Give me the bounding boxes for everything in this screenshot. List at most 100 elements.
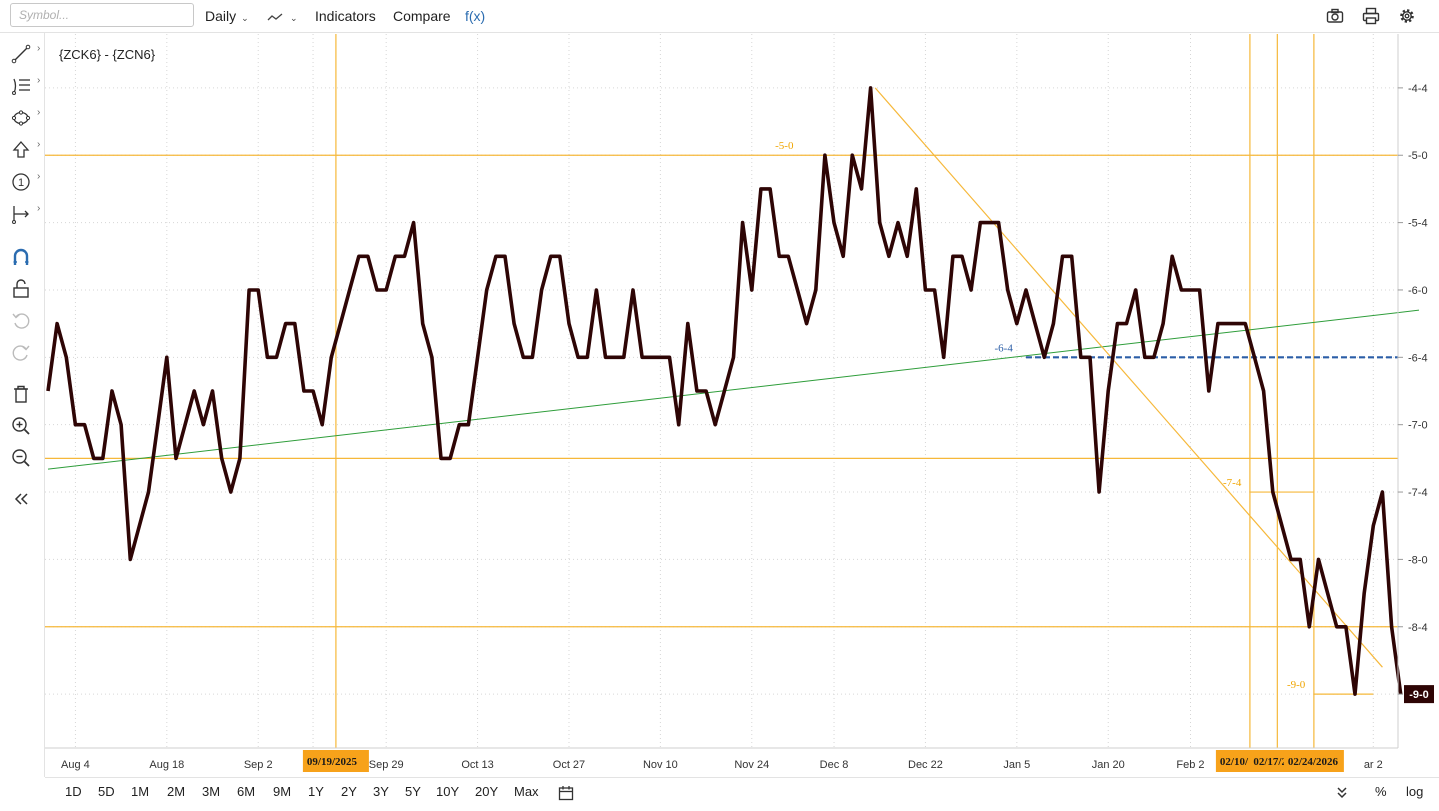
chart-grid [45,34,1398,748]
x-tick-label: Sep 29 [369,759,404,771]
fibonacci-icon [12,78,30,95]
lock-toggle[interactable] [8,276,38,300]
range-button-max[interactable]: Max [514,784,539,799]
range-button-5d[interactable]: 5D [98,784,115,799]
range-button-9m[interactable]: 9M [273,784,292,799]
zoom-out-icon [12,449,30,467]
x-tick-label: Oct 27 [553,759,585,771]
price-label: -9-0 [1287,679,1306,691]
x-tick-label: Dec 8 [820,759,849,771]
date-label: 02/24/2026 [1288,756,1339,768]
x-tick-label: Oct 13 [461,759,493,771]
shapes-icon [11,110,31,126]
bottom-range-bar: 1D 5D 1M 2M 3M 6M 9M 1Y 2Y 3Y 5Y 10Y 20Y Max % log [45,777,1439,811]
zoom-in-icon [12,417,30,435]
counter-icon: 1 [12,173,30,191]
indicators-button[interactable]: Indicators [315,8,376,24]
measure-tool[interactable]: › [8,201,41,225]
green-trendline [47,309,1420,470]
line-chart-icon [267,13,283,21]
svg-text:1: 1 [18,177,24,189]
x-tick-label: Aug 18 [149,759,184,771]
shapes-tool[interactable]: › [8,105,41,129]
date-label-badge [1249,750,1294,772]
expand-arrow-icon: › [37,43,41,54]
percent-scale-toggle[interactable]: % [1375,784,1387,799]
range-button-1d[interactable]: 1D [65,784,82,799]
y-tick-label: -5-0 [1408,150,1428,162]
delete-drawings-button[interactable] [8,381,38,405]
range-button-6m[interactable]: 6M [237,784,256,799]
x-tick-label: Sep [303,759,323,771]
redo-button[interactable] [8,340,38,364]
expand-arrow-icon: › [37,107,41,118]
orange-trendline [874,87,1383,668]
chart-drawings [45,34,1420,748]
range-button-20y[interactable]: 20Y [475,784,499,799]
log-scale-toggle[interactable]: log [1406,784,1424,799]
x-tick-label: Sep 2 [244,759,273,771]
fx-button[interactable]: f(x) [465,8,486,24]
spread-price-line [46,86,1403,696]
expand-arrow-icon: › [37,75,41,86]
range-button-5y[interactable]: 5Y [405,784,421,799]
chart-style-select[interactable]: ⌄ [267,0,298,32]
collapse-sidebar-button[interactable] [8,486,38,510]
y-tick-label: -5-4 [1408,218,1428,230]
range-button-2m[interactable]: 2M [167,784,186,799]
y-tick-label: -6-0 [1408,285,1428,297]
range-button-3y[interactable]: 3Y [373,784,389,799]
camera-icon[interactable] [1326,7,1344,25]
x-tick-label: Dec 22 [908,759,943,771]
y-tick-label: -7-4 [1408,487,1428,499]
chart-title: {ZCK6} - {ZCN6} [59,47,156,62]
undo-button[interactable] [8,308,38,332]
chart-annotation-labels: -5-0 -6-4 -7-4 -9-0 [775,140,1306,691]
interval-select[interactable]: Daily ⌄ [205,0,249,32]
magnet-icon [13,248,29,265]
range-button-10y[interactable]: 10Y [436,784,460,799]
magnet-toggle[interactable] [8,244,38,268]
y-tick-label: -9-0 [1408,689,1428,701]
chevron-down-icon: ⌄ [290,13,298,23]
zoom-out-button[interactable] [8,445,38,469]
date-label-badge [302,750,369,772]
x-tick-label: Jan 20 [1092,759,1125,771]
price-label: -5-0 [775,140,794,152]
x-tick-label: Nov 24 [734,759,769,771]
last-value-badge [1404,685,1434,704]
x-tick-label: Aug 4 [61,759,90,771]
trash-icon [14,385,28,403]
range-button-1m[interactable]: 1M [131,784,150,799]
fibonacci-tool[interactable]: › [8,73,41,97]
print-icon[interactable] [1362,7,1380,25]
measure-icon [12,206,29,224]
interval-label: Daily [205,8,237,24]
zoom-in-button[interactable] [8,413,38,437]
chart-axes: -4-4 -5-0 -5-4 -6-0 -6-4 -7-0 -7-4 -8-0 -8-4 -9-0… [45,34,1434,772]
range-button-3m[interactable]: 3M [202,784,221,799]
range-button-1y[interactable]: 1Y [308,784,324,799]
date-label: 02/10/ [1220,756,1249,768]
x-tick-label: Nov 10 [643,759,678,771]
expand-arrow-icon: › [37,203,41,214]
collapse-icon [14,493,28,505]
arrow-icon [12,141,30,158]
symbol-search-input[interactable] [10,3,194,27]
chevron-down-icon: ⌄ [241,13,249,23]
double-chevron-down-icon[interactable] [1335,786,1349,800]
calendar-icon[interactable] [558,785,574,801]
trendline-tool[interactable]: › [8,41,41,65]
price-label: -7-4 [1223,477,1242,489]
compare-button[interactable]: Compare [393,8,451,24]
settings-gear-icon[interactable] [1398,7,1416,25]
x-tick-label: ar 2 [1364,759,1383,771]
arrow-tool[interactable]: › [8,137,40,161]
date-label-badge [1215,750,1254,772]
last-value-label: -9-0 [1409,689,1429,701]
drawing-tools-sidebar: › › › › 1 › › [0,33,45,777]
counter-tool[interactable]: 1 › [8,169,40,193]
chart-series [46,86,1403,696]
range-button-2y[interactable]: 2Y [341,784,357,799]
